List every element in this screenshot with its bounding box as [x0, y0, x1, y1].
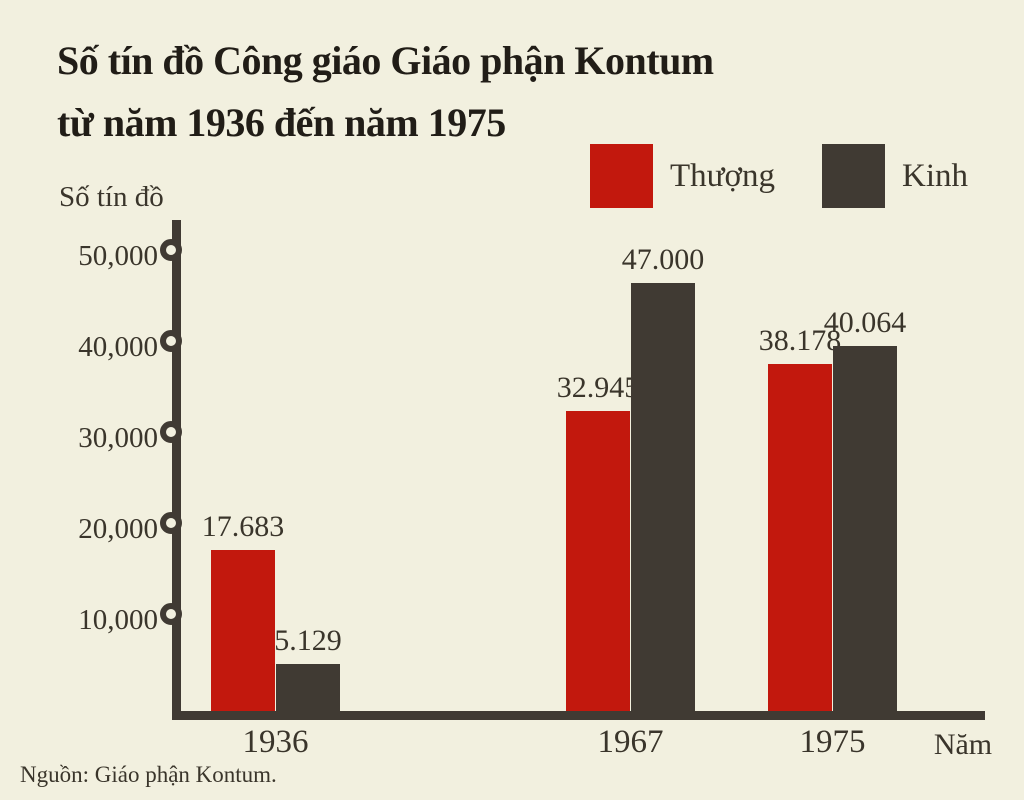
y-axis-line	[172, 220, 181, 720]
bar-thuong-1936	[211, 550, 275, 711]
y-tick-label-40000: 40,000	[78, 331, 158, 363]
bar-thuong-1975	[768, 364, 832, 711]
bar-value-kinh-1975: 40.064	[823, 306, 907, 339]
y-tick-label-10000: 10,000	[78, 604, 158, 636]
legend-label-kinh: Kinh	[902, 157, 968, 194]
x-tick-label-1936: 1936	[242, 724, 309, 760]
bar-value-kinh-1967: 47.000	[621, 243, 705, 276]
bar-kinh-1975	[833, 346, 897, 711]
x-axis-title: Năm	[933, 728, 993, 761]
y-tick-marker-40000	[159, 330, 182, 352]
legend-swatch-kinh	[822, 144, 885, 208]
bar-value-thuong-1975: 38.178	[758, 324, 842, 357]
bar-kinh-1936	[276, 664, 340, 711]
y-tick-label-30000: 30,000	[78, 422, 158, 454]
bar-thuong-1967	[566, 411, 630, 711]
y-tick-marker-10000	[159, 603, 182, 625]
y-tick-marker-50000	[159, 239, 182, 261]
x-axis-line	[172, 711, 985, 720]
legend-label-thuong: Thượng	[670, 157, 775, 194]
y-tick-marker-20000	[159, 512, 182, 534]
chart-title: Số tín đồ Công giáo Giáo phận Kontum từ …	[57, 30, 714, 154]
y-tick-label-20000: 20,000	[78, 513, 158, 545]
chart-title-line-2: từ năm 1936 đến năm 1975	[57, 100, 506, 145]
legend-item-kinh: Kinh	[822, 144, 968, 208]
bar-value-thuong-1967: 32.945	[556, 371, 640, 404]
x-tick-label-1975: 1975	[799, 724, 866, 760]
y-tick-label-50000: 50,000	[78, 240, 158, 272]
bar-kinh-1967	[631, 283, 695, 711]
x-tick-label-1967: 1967	[597, 724, 664, 760]
source-note: Nguồn: Giáo phận Kontum.	[20, 762, 277, 787]
chart-title-line-1: Số tín đồ Công giáo Giáo phận Kontum	[57, 38, 714, 83]
legend-swatch-thuong	[590, 144, 653, 208]
y-axis-title: Số tín đồ	[59, 181, 164, 213]
bar-value-thuong-1936: 17.683	[201, 510, 285, 543]
bar-value-kinh-1936: 5.129	[274, 624, 342, 657]
y-tick-marker-30000	[159, 421, 182, 443]
legend-item-thuong: Thượng	[590, 144, 775, 208]
